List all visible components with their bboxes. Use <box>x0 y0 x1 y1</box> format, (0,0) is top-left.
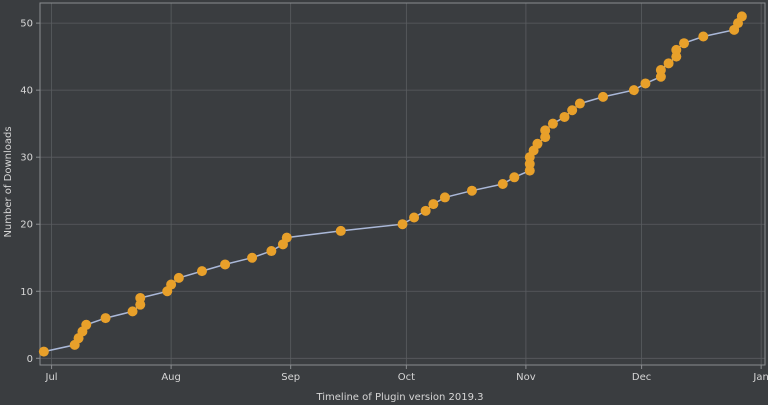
data-point <box>135 292 146 303</box>
x-tick-label: Sep <box>281 372 300 383</box>
data-point <box>466 185 477 196</box>
data-point <box>540 125 551 136</box>
data-point <box>598 91 609 102</box>
data-point <box>509 172 520 183</box>
data-point <box>409 212 420 223</box>
y-tick-label: 50 <box>20 19 33 30</box>
data-point <box>679 38 690 49</box>
data-point <box>127 306 138 317</box>
data-point <box>698 31 709 42</box>
data-point <box>736 11 747 22</box>
data-point <box>574 98 585 109</box>
data-point <box>567 105 578 116</box>
y-tick-label: 10 <box>20 287 33 298</box>
x-tick-label: Oct <box>398 372 415 383</box>
data-point <box>628 85 639 96</box>
data-point <box>439 192 450 203</box>
data-point <box>100 313 111 324</box>
x-tick-label: Aug <box>161 372 181 383</box>
data-point <box>81 319 92 330</box>
plot-frame <box>39 2 766 366</box>
data-point <box>559 111 570 122</box>
data-point <box>640 78 651 89</box>
data-point <box>196 266 207 277</box>
x-tick-label: Jan <box>752 372 768 383</box>
data-point <box>532 138 543 149</box>
x-tick-label: Dec <box>632 372 651 383</box>
y-tick-label: 40 <box>20 86 33 97</box>
data-point <box>173 272 184 283</box>
grid <box>40 3 765 365</box>
data-point <box>166 279 177 290</box>
data-point <box>663 58 674 69</box>
data-point <box>281 232 292 243</box>
data-point <box>266 246 277 257</box>
x-axis-title: Timeline of Plugin version 2019.3 <box>315 392 483 403</box>
data-point <box>335 225 346 236</box>
data-point <box>671 44 682 55</box>
y-tick-label: 30 <box>20 153 33 164</box>
x-tick-label: Nov <box>516 372 536 383</box>
data-points <box>38 11 747 357</box>
data-point <box>420 205 431 216</box>
axis-ticks: 0 10 20 30 40 50 Jul Aug Sep Oct Nov Dec Jan <box>20 19 768 383</box>
y-axis-title: Number of Downloads <box>3 126 14 237</box>
data-point <box>547 118 558 129</box>
data-point <box>497 179 508 189</box>
data-point <box>397 219 408 230</box>
y-tick-label: 0 <box>27 354 33 365</box>
x-tick-label: Jul <box>45 372 58 383</box>
data-point <box>655 65 666 76</box>
data-point <box>428 199 439 210</box>
y-tick-label: 20 <box>20 220 33 231</box>
data-point <box>247 252 258 263</box>
data-point <box>38 346 49 357</box>
data-point <box>220 259 231 270</box>
